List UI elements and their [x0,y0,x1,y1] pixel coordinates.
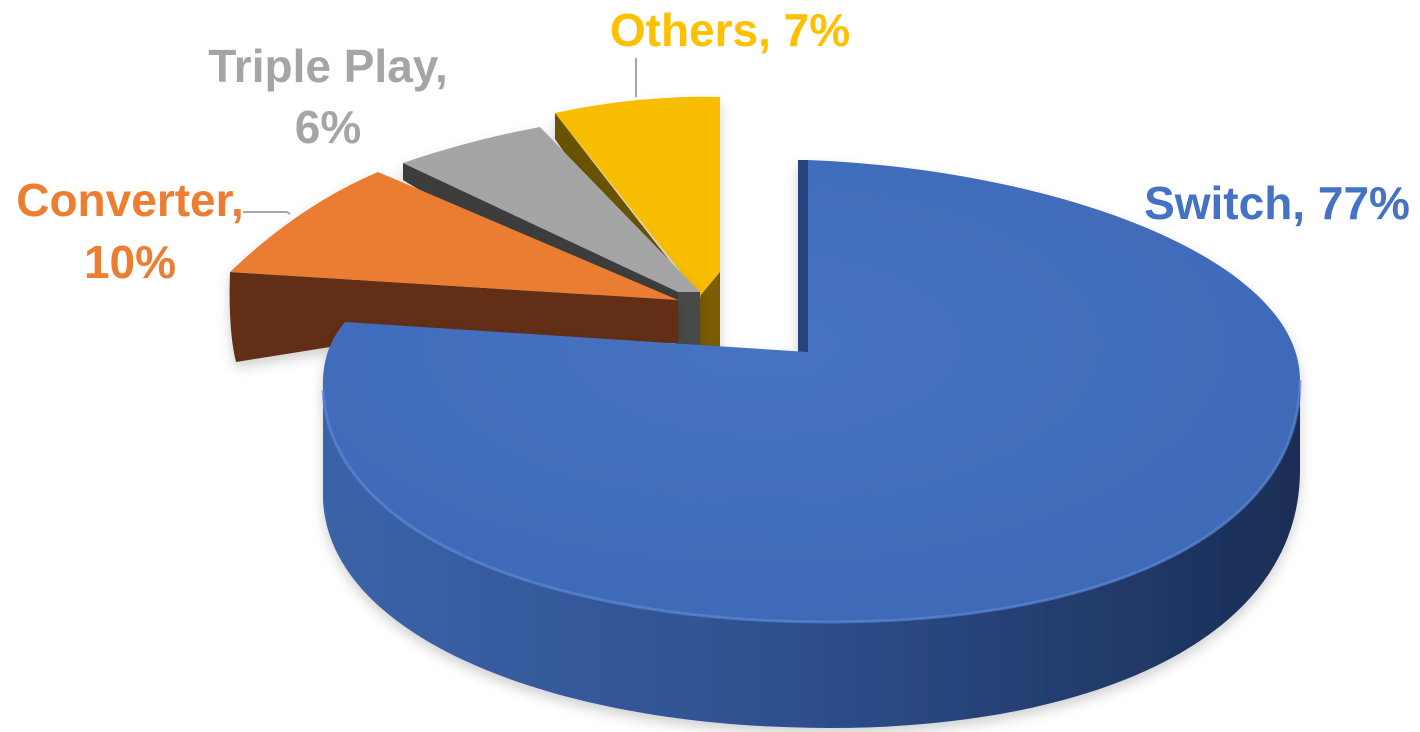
label-converter-line2: 10% [84,236,176,288]
label-switch: Switch, 77% [1144,177,1410,229]
label-converter-line1: Converter, [16,174,244,226]
slice-triple-play-top [403,127,700,292]
leader-line-converter-2 [286,211,291,215]
slice-switch-rim [321,379,1302,624]
pie-slice-switch [321,160,1302,728]
label-others: Others, 7% [610,4,850,56]
slice-switch-side [323,380,1300,728]
label-triple-play-line2: 6% [295,101,361,153]
label-triple-play-line1: Triple Play, [208,40,447,92]
slice-switch-inner-wall [798,160,808,352]
slice-others-top [555,96,720,296]
slice-converter-top [230,172,678,300]
slice-switch-top [322,160,1300,622]
slice-triple-play-side-right [678,292,700,347]
